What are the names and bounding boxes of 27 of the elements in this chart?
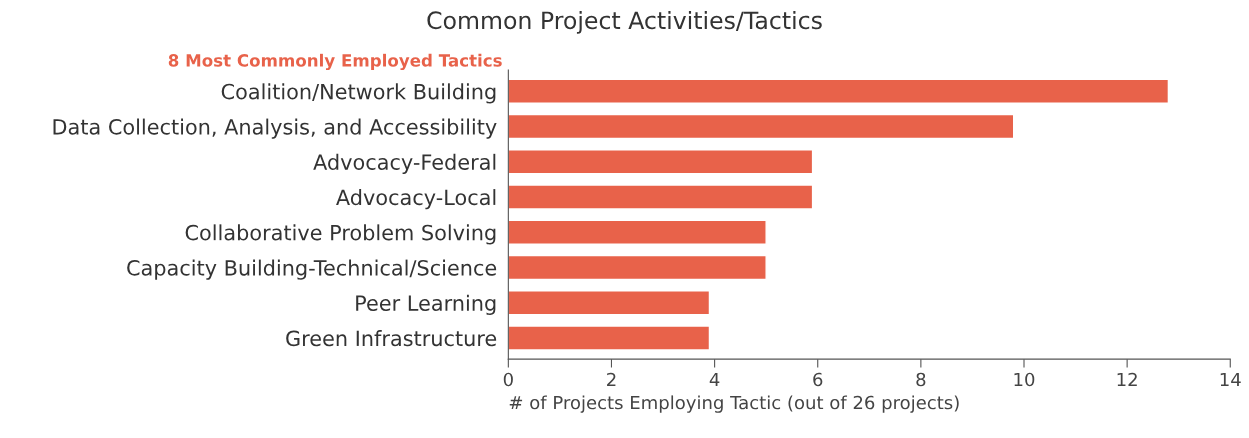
x-tick-label: 2 [607,372,616,387]
y-tick-label: Green Infrastructure [286,330,497,347]
chart-title: Common Project Activities/Tactics [427,10,822,34]
y-tick-label: Advocacy-Local [336,189,496,210]
bar [508,184,814,210]
x-tick-label: 4 [709,372,720,387]
bar [508,149,814,175]
bar [508,325,711,351]
y-tick-label: Peer Learning [356,294,496,315]
bar [508,290,711,316]
x-axis-title: # of Projects Employing Tactic (out of 26 projects) [509,395,959,413]
bar [508,78,1170,104]
y-tick-label: Capacity Building-Technical/Science [127,259,497,280]
bar [508,219,767,245]
bar [508,113,1015,140]
x-tick-label: 8 [916,372,926,387]
x-tick-label: 6 [813,372,823,387]
y-tick-label: Data Collection, Analysis, and Accessibility [53,118,497,139]
x-tick-label: 0 [503,372,513,387]
x-tick-label: 12 [1117,372,1137,387]
y-tick-label: Collaborative Problem Solving [185,224,496,245]
bar [508,254,767,281]
text: 8 Most Commonly Employed Tactics [168,53,502,71]
x-tick-label: 10 [1014,372,1035,387]
x-tick-label: 14 [1220,372,1241,387]
y-tick-label: Coalition/Network Building [221,83,496,104]
y-tick-label: Advocacy-Federal [313,153,496,174]
